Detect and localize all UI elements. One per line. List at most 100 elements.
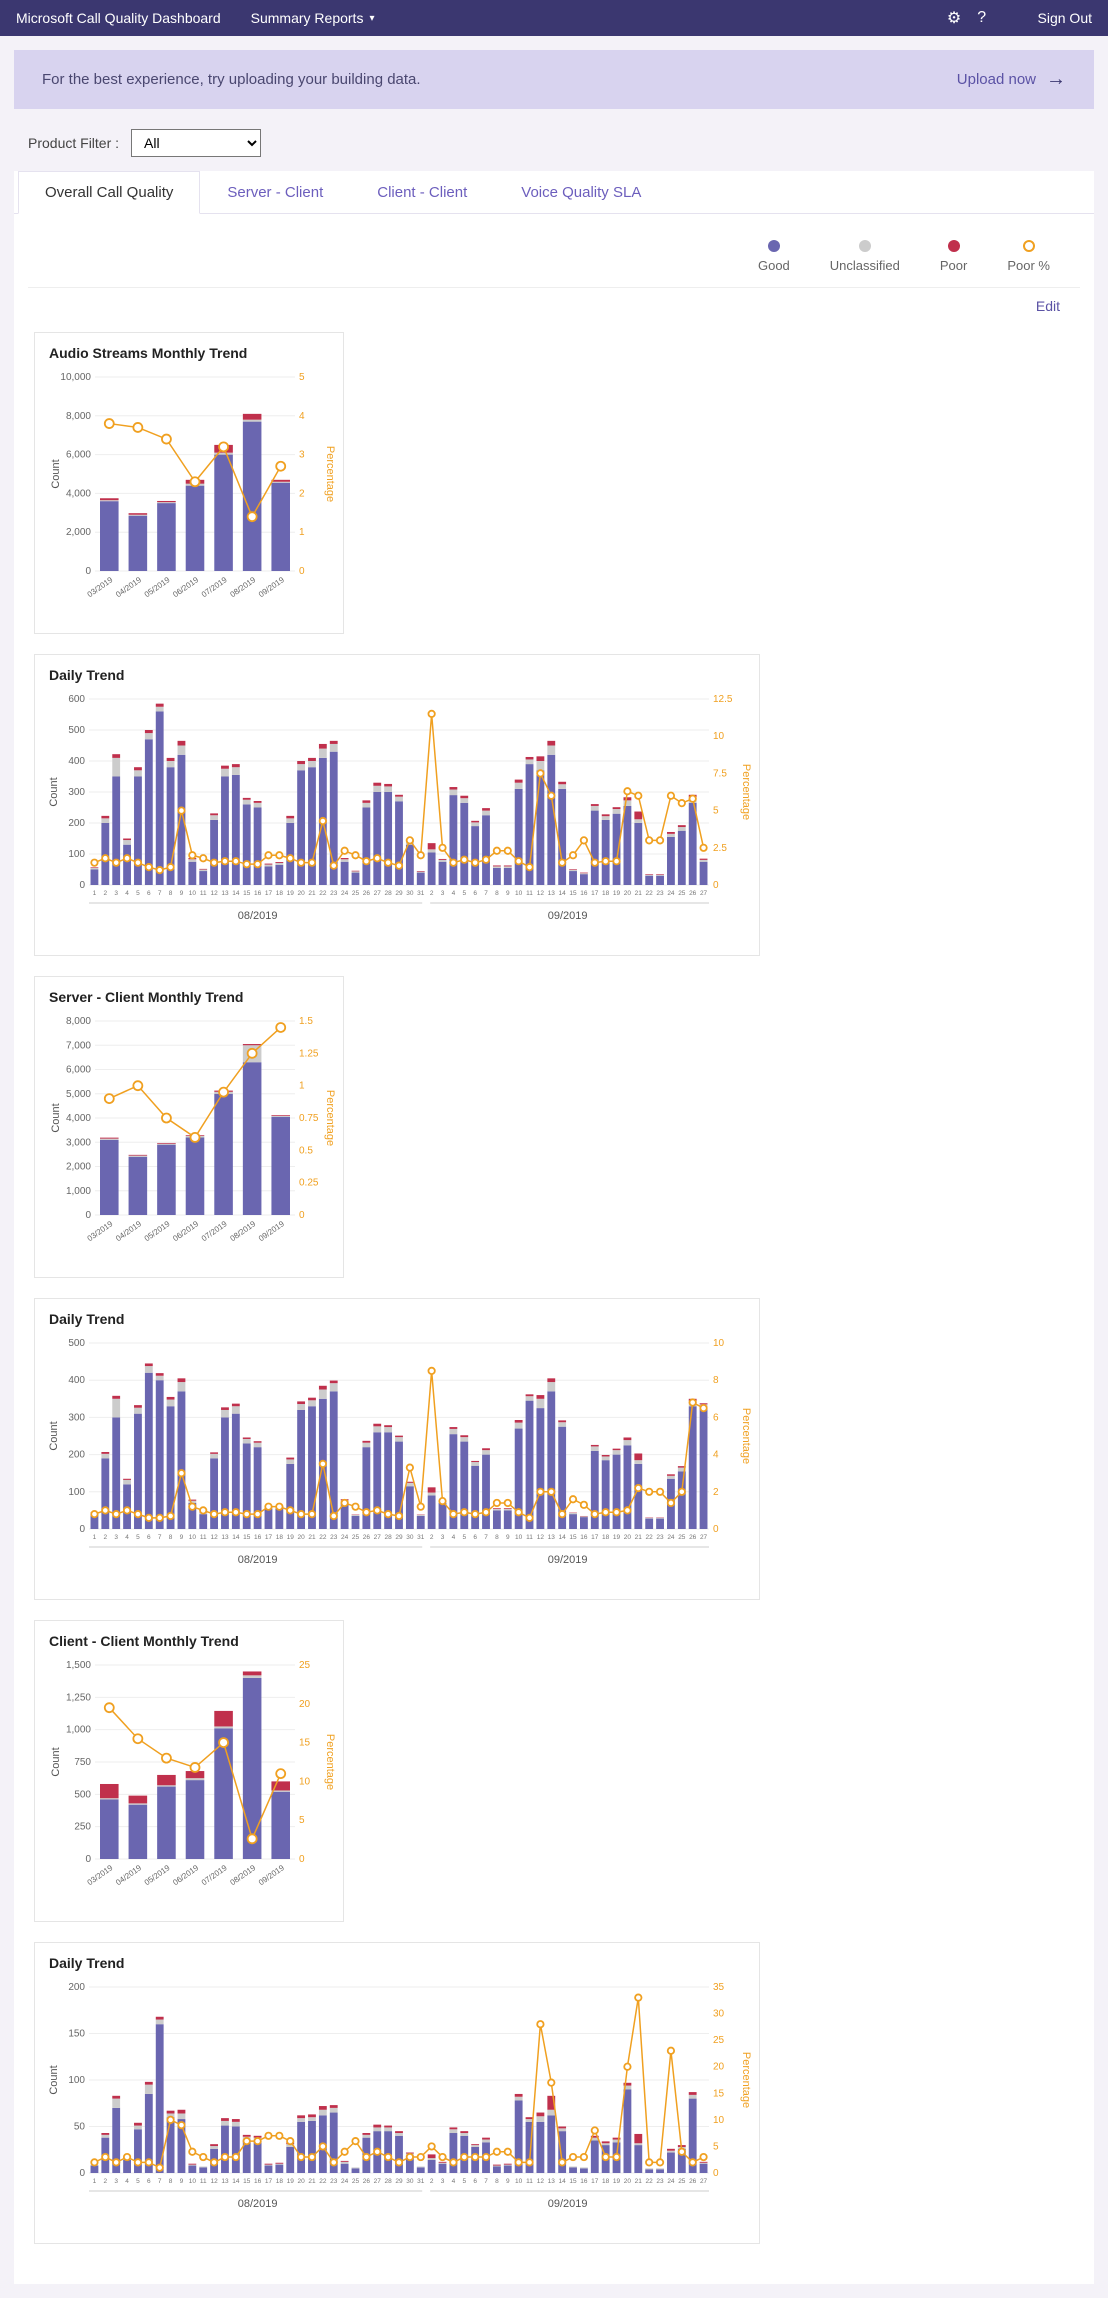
svg-text:14: 14 [232,2178,240,2185]
gear-icon[interactable]: ⚙ [947,8,961,28]
svg-text:22: 22 [319,2178,327,2185]
svg-text:26: 26 [363,890,371,897]
svg-text:2: 2 [104,890,108,897]
svg-text:0: 0 [79,880,85,891]
svg-text:10: 10 [515,890,523,897]
svg-text:03/2019: 03/2019 [86,575,115,599]
svg-text:20: 20 [624,2178,632,2185]
chart-client-daily: Daily Trend 0501001502000510152025303512… [34,1942,760,2244]
svg-text:8: 8 [495,1534,499,1541]
svg-text:13: 13 [221,890,229,897]
svg-text:6: 6 [713,1412,719,1423]
svg-text:09/2019: 09/2019 [548,2198,588,2210]
svg-text:7,000: 7,000 [66,1040,91,1051]
svg-text:7: 7 [158,2178,162,2185]
svg-text:10: 10 [189,1534,197,1541]
svg-text:300: 300 [68,1412,85,1423]
svg-text:11: 11 [200,2178,207,2185]
svg-text:2,000: 2,000 [66,1162,91,1173]
svg-text:5: 5 [136,2178,140,2185]
svg-text:10: 10 [515,2178,523,2185]
svg-text:14: 14 [559,2178,567,2185]
svg-text:10: 10 [189,2178,197,2185]
svg-text:05/2019: 05/2019 [143,575,172,599]
svg-text:17: 17 [265,1534,273,1541]
svg-text:23: 23 [656,1534,664,1541]
svg-text:2: 2 [430,1534,434,1541]
user-info [1014,11,1017,25]
svg-text:0: 0 [79,1524,85,1535]
legend-good: Good [758,240,790,273]
svg-text:08/2019: 08/2019 [228,1863,257,1887]
tab-client-client[interactable]: Client - Client [350,171,494,213]
upload-now-link[interactable]: Upload now → [957,68,1066,91]
svg-text:15: 15 [713,2088,725,2099]
tab-overall[interactable]: Overall Call Quality [18,171,200,214]
svg-text:500: 500 [68,725,85,736]
svg-text:16: 16 [580,2178,588,2185]
svg-text:3,000: 3,000 [66,1137,91,1148]
legend-poorpct: Poor % [1007,240,1050,273]
svg-text:16: 16 [254,890,262,897]
svg-text:26: 26 [363,2178,371,2185]
svg-text:12: 12 [210,1534,218,1541]
svg-text:20: 20 [624,890,632,897]
svg-text:35: 35 [713,1982,725,1993]
svg-text:29: 29 [395,890,403,897]
svg-text:9: 9 [180,890,184,897]
sign-out-link[interactable]: Sign Out [1038,10,1092,26]
svg-text:2: 2 [713,1487,719,1498]
svg-text:27: 27 [374,1534,382,1541]
svg-text:50: 50 [74,2122,86,2133]
svg-text:04/2019: 04/2019 [114,1863,143,1887]
svg-text:31: 31 [417,1534,425,1541]
svg-text:150: 150 [68,2029,85,2040]
summary-reports-menu[interactable]: Summary Reports ▾ [251,10,375,26]
svg-text:16: 16 [254,2178,262,2185]
edit-link[interactable]: Edit [1036,298,1060,314]
svg-text:6: 6 [147,2178,151,2185]
svg-text:15: 15 [243,2178,251,2185]
svg-text:11: 11 [200,1534,207,1541]
svg-text:30: 30 [406,1534,414,1541]
svg-text:5,000: 5,000 [66,1089,91,1100]
svg-text:15: 15 [299,1738,311,1749]
svg-text:0: 0 [713,880,719,891]
svg-text:09/2019: 09/2019 [257,575,286,599]
chart-title: Server - Client Monthly Trend [35,977,343,1009]
chevron-down-icon: ▾ [369,13,374,24]
svg-text:18: 18 [602,2178,610,2185]
svg-text:19: 19 [287,1534,295,1541]
svg-text:28: 28 [385,890,393,897]
svg-text:07/2019: 07/2019 [200,575,229,599]
svg-text:10: 10 [713,1338,725,1349]
svg-text:Percentage: Percentage [324,1090,335,1146]
svg-text:6: 6 [473,890,477,897]
svg-text:3: 3 [299,450,305,461]
svg-text:7.5: 7.5 [713,768,727,779]
svg-text:5: 5 [713,806,719,817]
svg-text:200: 200 [68,1982,85,1993]
svg-text:06/2019: 06/2019 [171,1863,200,1887]
svg-text:3: 3 [114,890,118,897]
tab-voice-sla[interactable]: Voice Quality SLA [494,171,668,213]
svg-text:0: 0 [299,1854,305,1865]
svg-text:20: 20 [297,2178,305,2185]
help-icon[interactable]: ? [977,9,986,27]
svg-text:2: 2 [104,1534,108,1541]
svg-text:26: 26 [689,1534,697,1541]
svg-text:7: 7 [158,1534,162,1541]
svg-text:100: 100 [68,849,85,860]
svg-text:09/2019: 09/2019 [548,910,588,922]
svg-text:11: 11 [526,2178,533,2185]
app-header: Microsoft Call Quality Dashboard Summary… [0,0,1108,36]
svg-text:03/2019: 03/2019 [86,1219,115,1243]
svg-text:6,000: 6,000 [66,1065,91,1076]
svg-text:25: 25 [678,890,686,897]
product-filter-select[interactable]: All [131,129,261,157]
tab-server-client[interactable]: Server - Client [200,171,350,213]
svg-text:1: 1 [93,1534,97,1541]
svg-text:1,000: 1,000 [66,1725,91,1736]
svg-text:10: 10 [189,890,197,897]
svg-text:18: 18 [602,1534,610,1541]
